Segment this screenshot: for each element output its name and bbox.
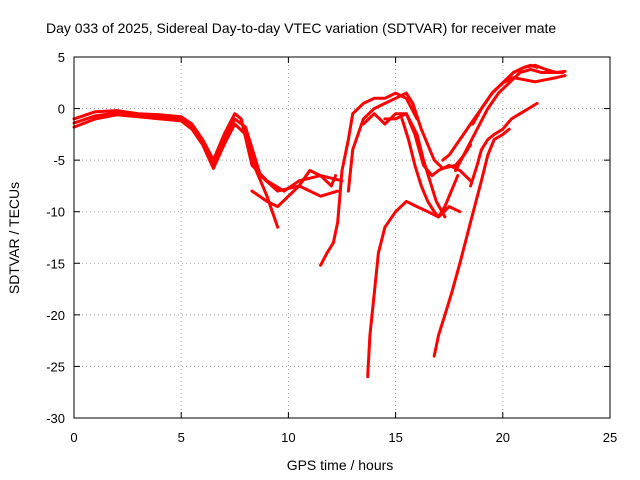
chart-title: Day 033 of 2025, Sidereal Day-to-day VTE… bbox=[46, 20, 556, 36]
x-tick-label: 20 bbox=[496, 430, 510, 445]
x-tick-label: 10 bbox=[281, 430, 295, 445]
series-sat-n bbox=[469, 101, 539, 188]
series-sat-e bbox=[319, 91, 419, 267]
series-sat-m bbox=[454, 67, 565, 172]
series-sat-c bbox=[72, 111, 340, 198]
y-tick-label: -20 bbox=[46, 308, 65, 323]
x-tick-label: 0 bbox=[70, 430, 77, 445]
y-tick-labels: 5 0 -5 -10 -15 -20 -25 -30 bbox=[46, 50, 65, 426]
y-tick-label: 5 bbox=[58, 50, 65, 65]
x-tick-label: 5 bbox=[178, 430, 185, 445]
gridlines bbox=[74, 57, 610, 418]
series-sat-h bbox=[383, 112, 473, 183]
y-tick-label: -5 bbox=[53, 153, 65, 168]
series-sat-k bbox=[432, 127, 511, 358]
data-traces bbox=[72, 63, 567, 379]
x-axis-label: GPS time / hours bbox=[287, 457, 394, 473]
series-sat-p bbox=[490, 63, 539, 95]
y-tick-label: -25 bbox=[46, 359, 65, 374]
series-sat-j bbox=[400, 117, 460, 219]
series-sat-i bbox=[366, 199, 462, 379]
plot-frame bbox=[73, 56, 611, 419]
y-axis-label: SDTVAR / TECUs bbox=[6, 182, 22, 294]
series-sat-d bbox=[250, 169, 338, 209]
x-tick-label: 15 bbox=[388, 430, 402, 445]
y-tick-label: -30 bbox=[46, 411, 65, 426]
tick-marks bbox=[73, 56, 611, 419]
y-tick-label: -15 bbox=[46, 256, 65, 271]
y-tick-label: 0 bbox=[58, 102, 65, 117]
y-tick-label: -10 bbox=[46, 205, 65, 220]
x-tick-label: 25 bbox=[603, 430, 617, 445]
x-tick-labels: 0 5 10 15 20 25 bbox=[70, 430, 617, 445]
